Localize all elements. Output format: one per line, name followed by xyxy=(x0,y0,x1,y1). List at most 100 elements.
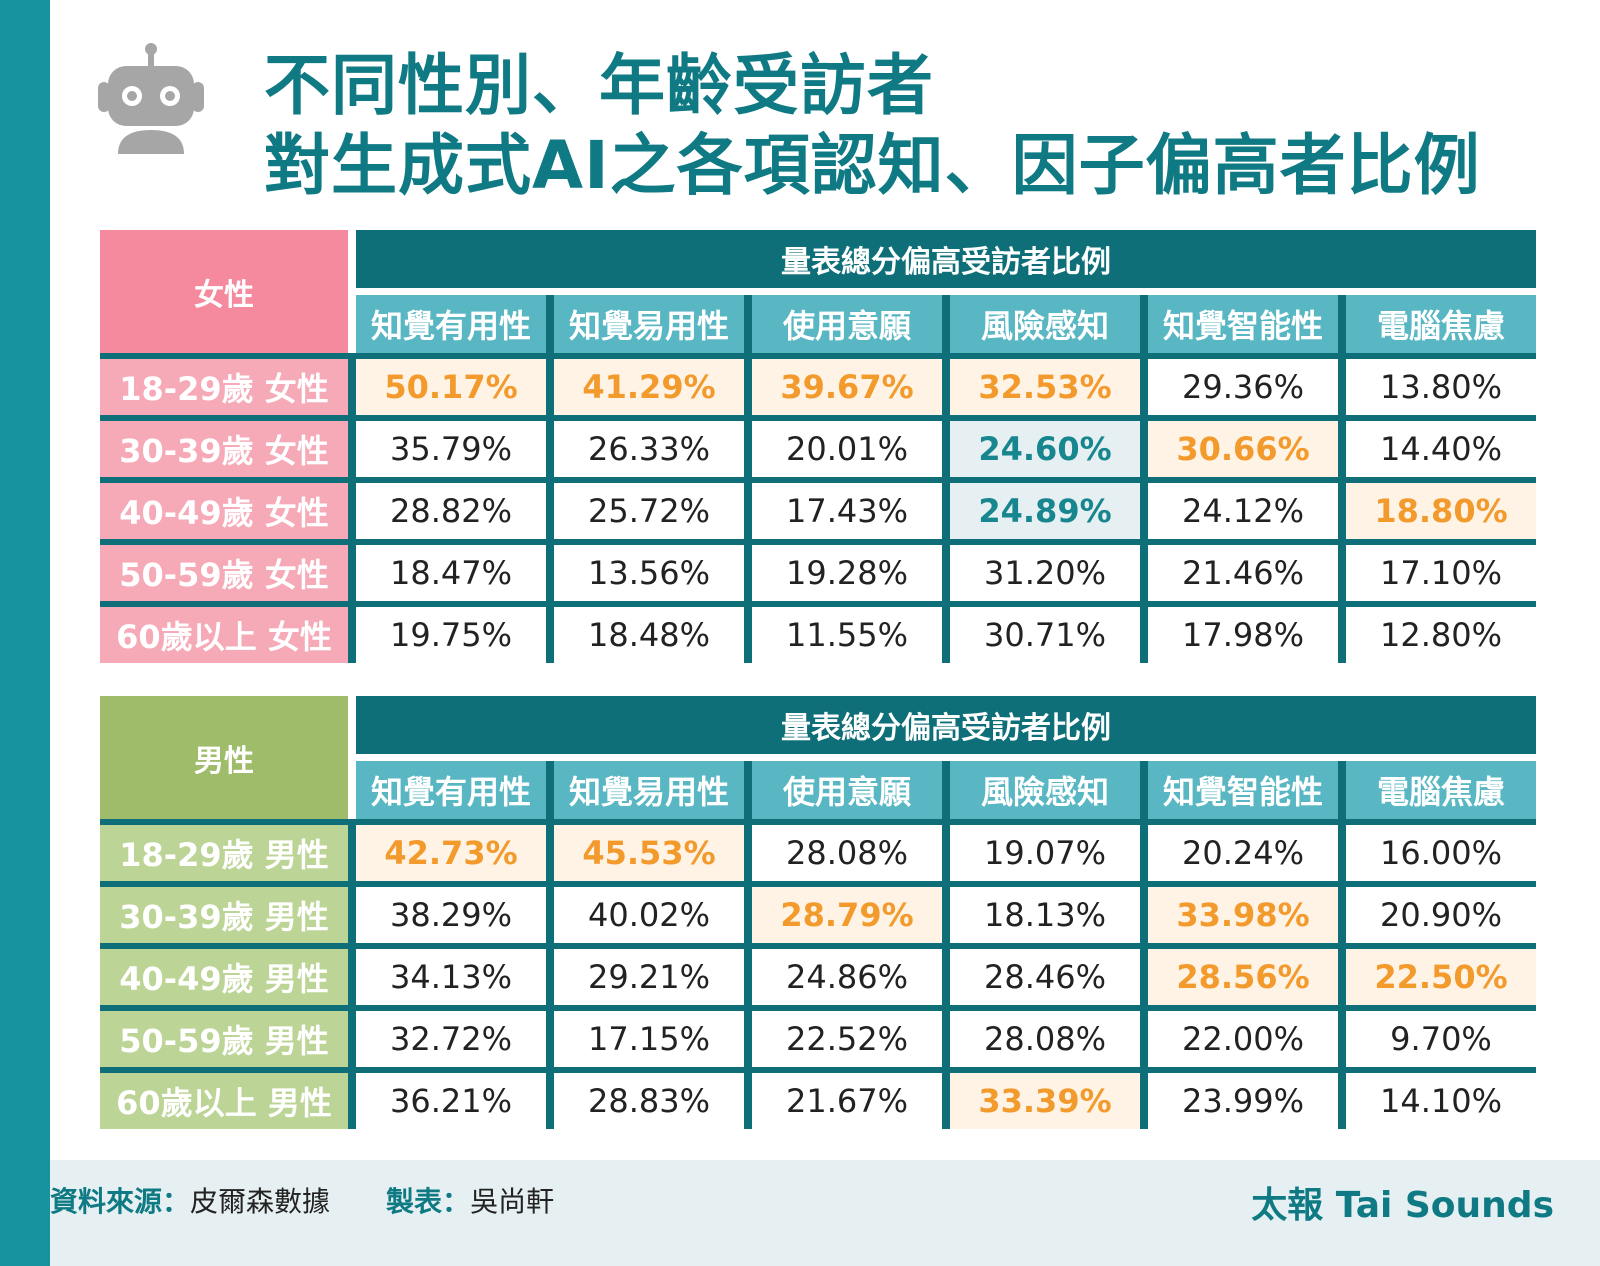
male-data-cell: 28.46% xyxy=(983,958,1106,996)
column-divider xyxy=(1338,949,1346,1005)
male-data-cell: 22.52% xyxy=(785,1020,908,1058)
male-data-cell: 45.53% xyxy=(554,825,744,881)
column-divider xyxy=(546,607,554,663)
female-data-cell: 31.20% xyxy=(983,554,1106,592)
row-divider xyxy=(100,353,1536,359)
female-data-cell: 35.79% xyxy=(389,430,512,468)
male-data-cell: 23.99% xyxy=(1181,1082,1304,1120)
column-divider xyxy=(348,421,356,477)
column-divider xyxy=(348,1073,356,1129)
male-col-header: 知覺智能性 xyxy=(1148,761,1338,819)
female-data-cell: 17.43% xyxy=(785,492,908,530)
row-divider xyxy=(100,1067,1536,1073)
female-data-cell: 30.71% xyxy=(983,616,1106,654)
column-divider xyxy=(744,761,752,819)
column-divider xyxy=(744,545,752,601)
header-gap xyxy=(348,696,356,819)
column-divider xyxy=(942,887,950,943)
female-table: 女性 量表總分偏高受訪者比例 知覺有用性 知覺易用性 使用意願 風險感知 知覺智能性 電腦焦慮… xyxy=(100,230,1536,663)
column-divider xyxy=(942,1073,950,1129)
column-divider xyxy=(744,359,752,415)
column-divider xyxy=(942,1011,950,1067)
male-row-label: 18-29歲 男性 xyxy=(100,825,348,881)
side-accent-bar xyxy=(0,0,50,1266)
male-table: 男性 量表總分偏高受訪者比例 知覺有用性 知覺易用性 使用意願 風險感知 知覺智能性 電腦焦慮… xyxy=(100,696,1536,1129)
column-divider xyxy=(546,887,554,943)
column-divider xyxy=(546,545,554,601)
female-data-cell: 17.10% xyxy=(1379,554,1502,592)
male-data-cell: 20.90% xyxy=(1379,896,1502,934)
source-text: 皮爾森數據 xyxy=(190,1185,331,1218)
footer-band xyxy=(50,1160,1600,1266)
male-row-label: 60歲以上 男性 xyxy=(100,1073,348,1129)
column-divider xyxy=(1338,607,1346,663)
female-col-header: 電腦焦慮 xyxy=(1346,295,1536,353)
column-divider xyxy=(1140,887,1148,943)
column-divider xyxy=(348,483,356,539)
female-data-cell: 25.72% xyxy=(587,492,710,530)
header-gap xyxy=(348,230,356,353)
male-row-label: 50-59歲 男性 xyxy=(100,1011,348,1067)
female-table-row: 50-59歲 女性 18.47% 13.56% 19.28% 31.20% 21.46% 1… xyxy=(100,545,1536,601)
male-data-cell: 14.10% xyxy=(1379,1082,1502,1120)
male-subheader: 量表總分偏高受訪者比例 xyxy=(356,696,1536,754)
male-col-header: 電腦焦慮 xyxy=(1346,761,1536,819)
male-table-row: 30-39歲 男性 38.29% 40.02% 28.79% 18.13% 33.98% 2… xyxy=(100,887,1536,943)
column-divider xyxy=(942,483,950,539)
male-row-label: 40-49歲 男性 xyxy=(100,949,348,1005)
column-divider xyxy=(1140,1011,1148,1067)
column-divider xyxy=(1140,545,1148,601)
male-data-cell: 33.98% xyxy=(1148,887,1338,943)
male-table-row: 40-49歲 男性 34.13% 29.21% 24.86% 28.46% 28.56% 2… xyxy=(100,949,1536,1005)
column-divider xyxy=(744,607,752,663)
female-data-cell: 14.40% xyxy=(1379,430,1502,468)
male-table-row: 60歲以上 男性 36.21% 28.83% 21.67% 33.39% 23.99% 14… xyxy=(100,1073,1536,1129)
male-data-cell: 28.08% xyxy=(785,834,908,872)
male-col-header: 風險感知 xyxy=(950,761,1140,819)
male-col-header: 知覺有用性 xyxy=(356,761,546,819)
column-divider xyxy=(348,545,356,601)
male-data-cell: 34.13% xyxy=(389,958,512,996)
row-divider xyxy=(100,477,1536,483)
source-line: 資料來源：皮爾森數據 製表：吳尚軒 xyxy=(50,1180,554,1220)
male-data-cell: 24.86% xyxy=(785,958,908,996)
column-divider xyxy=(942,607,950,663)
column-divider xyxy=(1338,1073,1346,1129)
column-divider xyxy=(942,295,950,353)
female-col-header: 使用意願 xyxy=(752,295,942,353)
female-table-row: 40-49歲 女性 28.82% 25.72% 17.43% 24.89% 24.12% 1… xyxy=(100,483,1536,539)
column-divider xyxy=(1338,359,1346,415)
column-divider xyxy=(1338,295,1346,353)
male-data-cell: 18.13% xyxy=(983,896,1106,934)
column-divider xyxy=(546,421,554,477)
male-col-header: 知覺易用性 xyxy=(554,761,744,819)
female-row-label: 50-59歲 女性 xyxy=(100,545,348,601)
column-divider xyxy=(546,949,554,1005)
column-divider xyxy=(348,607,356,663)
column-divider xyxy=(546,1073,554,1129)
male-data-cell: 36.21% xyxy=(389,1082,512,1120)
male-data-cell: 17.15% xyxy=(587,1020,710,1058)
column-divider xyxy=(348,949,356,1005)
female-data-cell: 39.67% xyxy=(752,359,942,415)
female-col-header: 知覺有用性 xyxy=(356,295,546,353)
column-divider xyxy=(942,761,950,819)
male-data-cell: 19.07% xyxy=(983,834,1106,872)
female-data-cell: 24.12% xyxy=(1181,492,1304,530)
column-divider xyxy=(942,825,950,881)
column-divider xyxy=(942,949,950,1005)
column-divider xyxy=(546,761,554,819)
female-data-cell: 18.80% xyxy=(1346,483,1536,539)
male-data-cell: 38.29% xyxy=(389,896,512,934)
female-data-cell: 20.01% xyxy=(785,430,908,468)
female-data-cell: 21.46% xyxy=(1181,554,1304,592)
female-data-cell: 19.75% xyxy=(389,616,512,654)
female-data-cell: 24.60% xyxy=(950,421,1140,477)
male-data-cell: 16.00% xyxy=(1379,834,1502,872)
column-divider xyxy=(1338,421,1346,477)
title-line-1: 不同性別、年齡受訪者 xyxy=(264,47,934,124)
female-col-header: 知覺易用性 xyxy=(554,295,744,353)
column-divider xyxy=(1140,359,1148,415)
male-data-cell: 28.08% xyxy=(983,1020,1106,1058)
female-data-cell: 30.66% xyxy=(1148,421,1338,477)
